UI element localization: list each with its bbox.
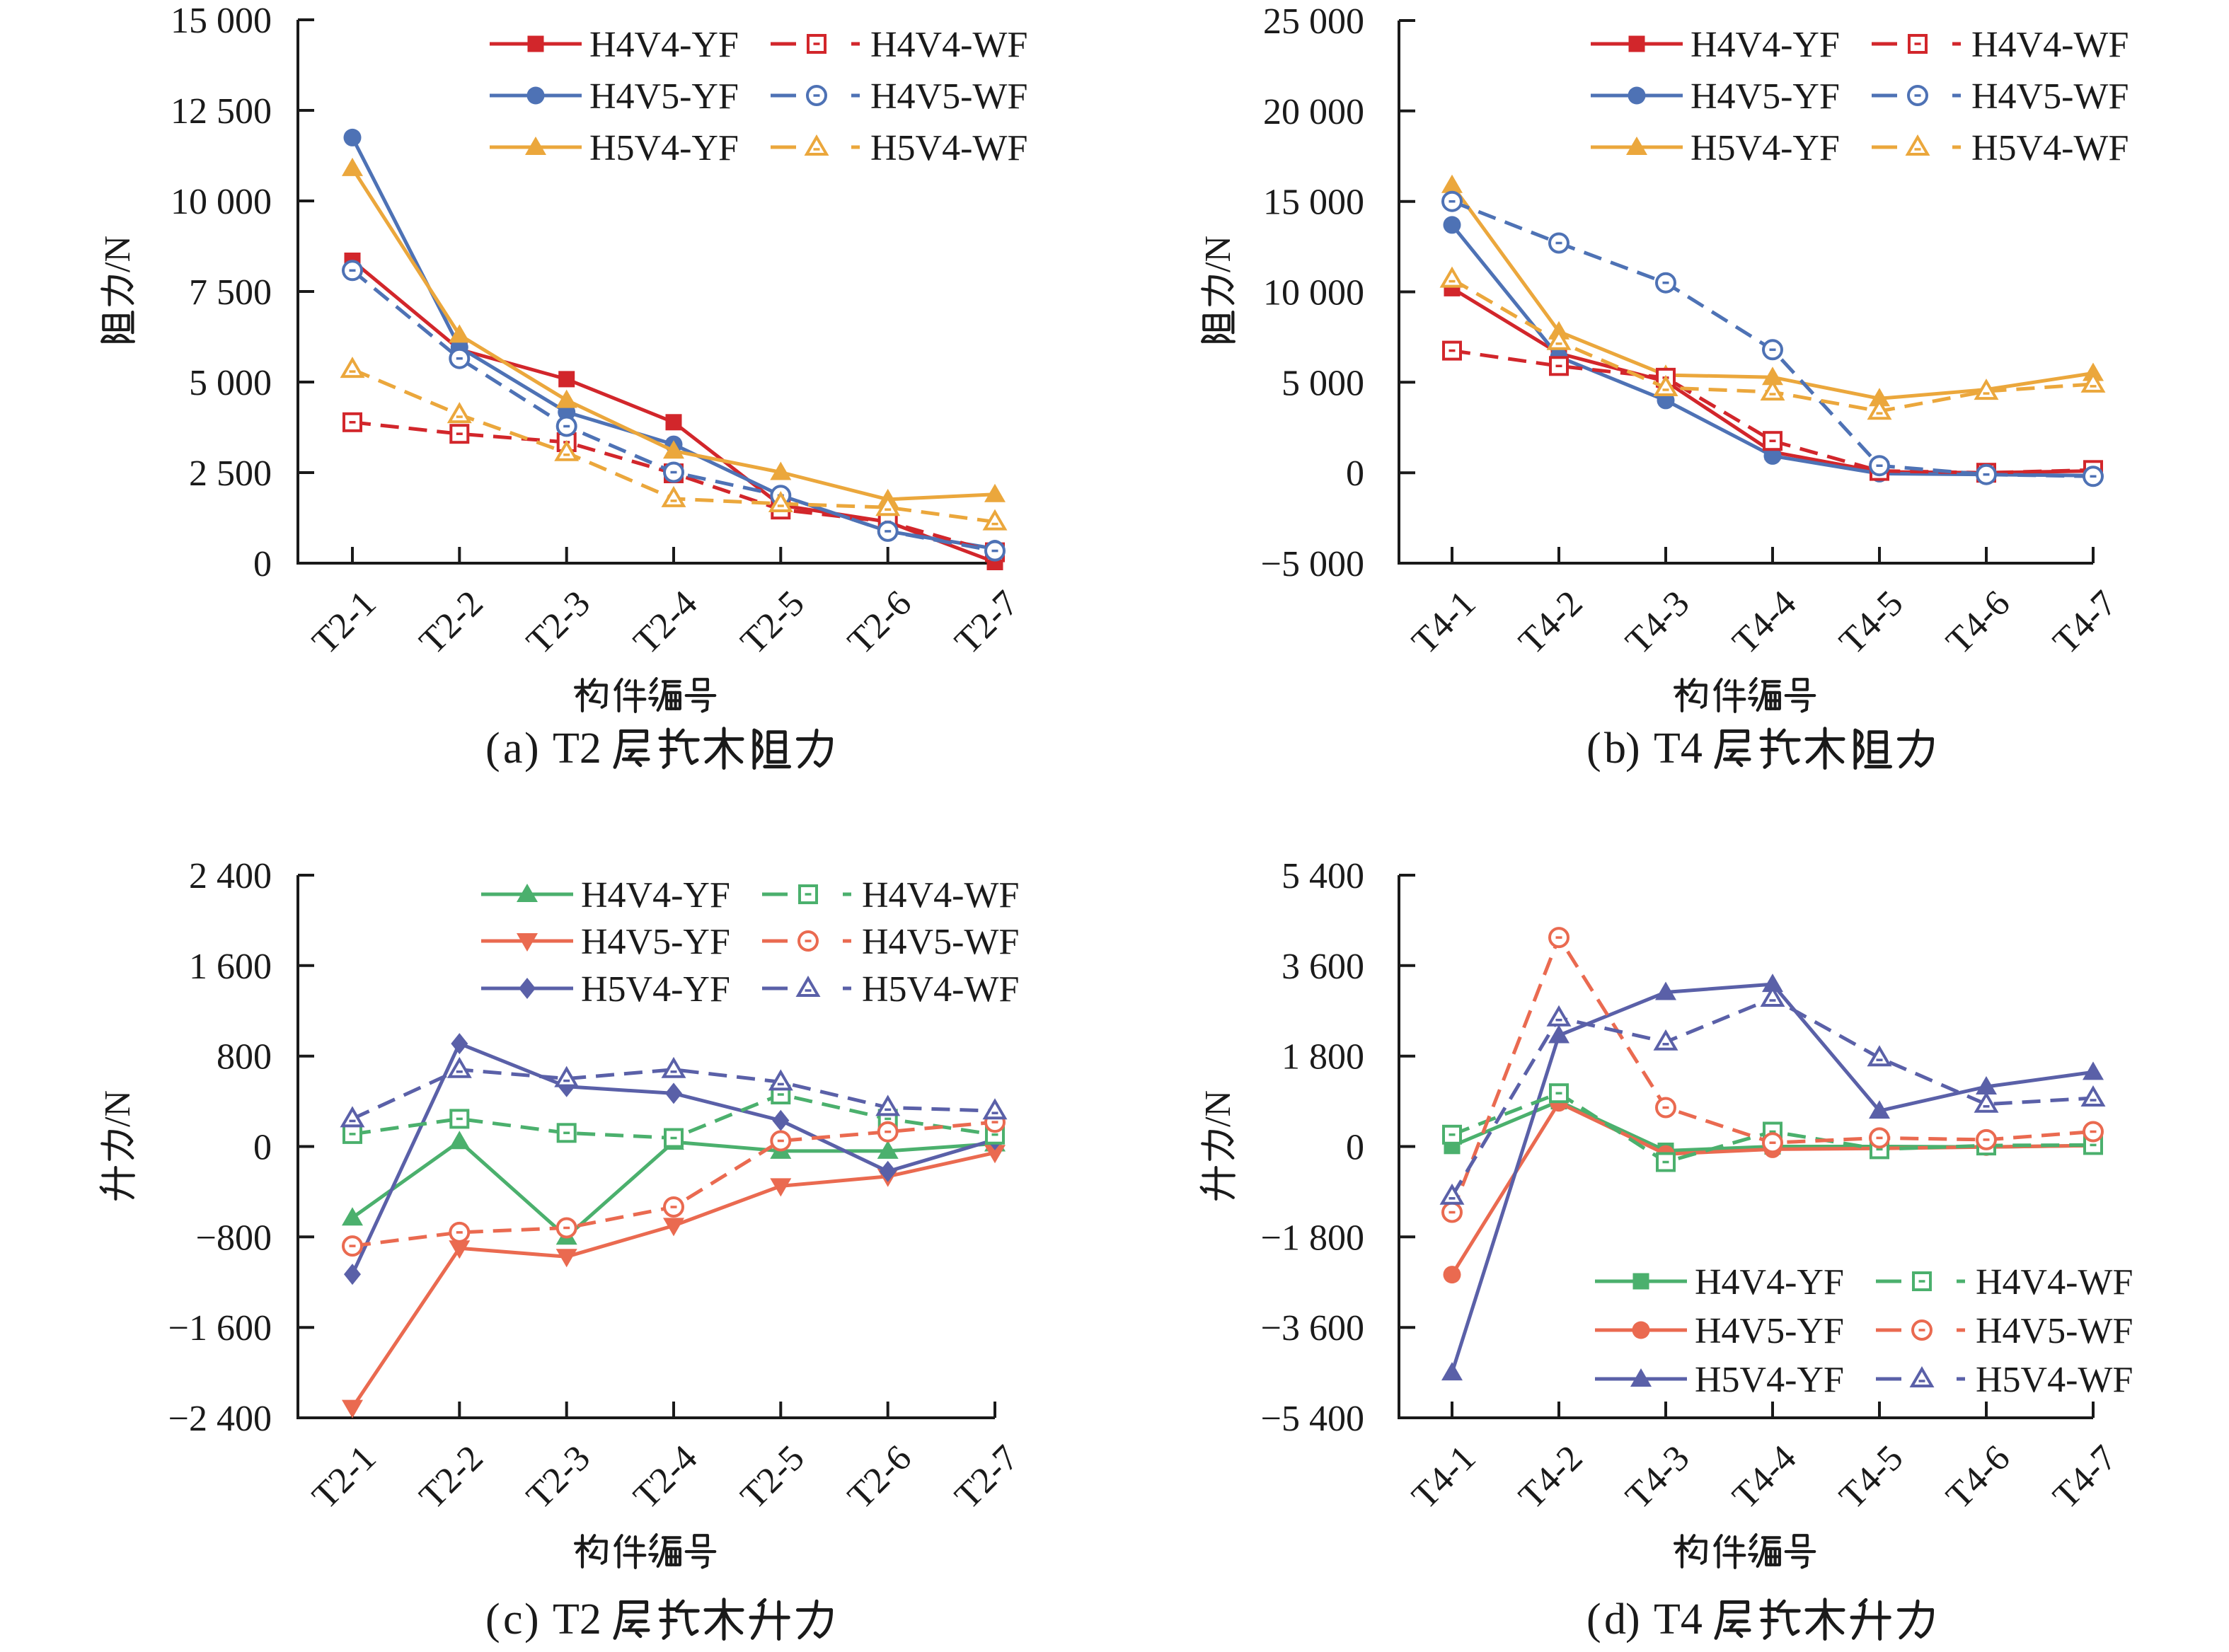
svg-text:−2 400: −2 400	[168, 1399, 272, 1439]
svg-text:T2: T2	[553, 1595, 601, 1644]
svg-text:12 500: 12 500	[171, 91, 272, 132]
svg-text:20 000: 20 000	[1263, 92, 1364, 132]
svg-text:H4V5-WF: H4V5-WF	[862, 922, 1019, 962]
svg-text:1 800: 1 800	[1281, 1037, 1364, 1078]
svg-text:T2: T2	[553, 724, 601, 773]
svg-text:5 000: 5 000	[1281, 363, 1364, 403]
svg-text:H5V4-YF: H5V4-YF	[589, 128, 739, 168]
svg-text:T4: T4	[1654, 724, 1703, 773]
svg-text:H4V4-YF: H4V4-YF	[589, 25, 739, 65]
svg-text:0: 0	[253, 544, 272, 584]
svg-text:H4V4-YF: H4V4-YF	[581, 875, 730, 915]
svg-text:−1 600: −1 600	[168, 1308, 272, 1348]
svg-text:10 000: 10 000	[171, 182, 272, 222]
svg-text:2 400: 2 400	[189, 856, 272, 896]
svg-text:H5V4-WF: H5V4-WF	[870, 128, 1027, 168]
svg-text:15 000: 15 000	[171, 1, 272, 41]
svg-text:1 600: 1 600	[189, 947, 272, 987]
svg-text:0: 0	[1346, 1128, 1364, 1168]
svg-text:): )	[1625, 1595, 1640, 1644]
svg-text:H5V4-YF: H5V4-YF	[1695, 1360, 1844, 1400]
svg-text:): )	[524, 1595, 539, 1644]
svg-text:H4V5-YF: H4V5-YF	[589, 76, 739, 117]
svg-text:/N: /N	[98, 1090, 138, 1127]
svg-text:3 600: 3 600	[1281, 947, 1364, 987]
svg-text:b: b	[1604, 724, 1626, 773]
svg-text:a: a	[503, 724, 523, 773]
svg-text:H4V4-YF: H4V4-YF	[1695, 1262, 1844, 1302]
svg-text:−800: −800	[196, 1218, 272, 1258]
svg-text:5 400: 5 400	[1281, 856, 1364, 896]
svg-text:−5 000: −5 000	[1261, 544, 1364, 584]
svg-text:H4V5-WF: H4V5-WF	[1976, 1311, 2133, 1351]
svg-text:T4: T4	[1654, 1595, 1703, 1644]
svg-text:H5V4-WF: H5V4-WF	[862, 969, 1019, 1010]
svg-text:H5V4-WF: H5V4-WF	[1971, 128, 2129, 168]
svg-text:0: 0	[1346, 454, 1364, 494]
svg-text:7 500: 7 500	[189, 272, 272, 313]
svg-text:H4V4-WF: H4V4-WF	[1971, 25, 2129, 65]
svg-text:H5V4-WF: H5V4-WF	[1976, 1360, 2133, 1400]
svg-text:2 500: 2 500	[189, 454, 272, 494]
svg-text:H4V5-WF: H4V5-WF	[870, 76, 1027, 117]
svg-text:−1 800: −1 800	[1261, 1218, 1364, 1258]
svg-text:c: c	[503, 1595, 523, 1644]
svg-text:H5V4-YF: H5V4-YF	[581, 969, 730, 1010]
svg-text:5 000: 5 000	[189, 363, 272, 403]
svg-text:15 000: 15 000	[1263, 183, 1364, 223]
svg-text:/N: /N	[1198, 236, 1238, 272]
svg-text:(: (	[485, 724, 500, 773]
svg-text:/N: /N	[1198, 1090, 1238, 1127]
svg-text:H4V4-WF: H4V4-WF	[862, 875, 1019, 915]
svg-text:/N: /N	[98, 236, 138, 272]
svg-text:H5V4-YF: H5V4-YF	[1691, 128, 1840, 168]
svg-text:(: (	[1586, 1595, 1601, 1644]
svg-text:): )	[1625, 724, 1640, 773]
svg-text:H4V4-WF: H4V4-WF	[870, 25, 1027, 65]
svg-text:d: d	[1604, 1595, 1626, 1644]
svg-text:0: 0	[253, 1128, 272, 1168]
svg-text:(: (	[1586, 724, 1601, 773]
svg-text:H4V4-WF: H4V4-WF	[1976, 1262, 2133, 1302]
svg-text:): )	[524, 724, 539, 773]
svg-text:H4V4-YF: H4V4-YF	[1691, 25, 1840, 65]
svg-text:(: (	[485, 1595, 500, 1644]
svg-text:H4V5-YF: H4V5-YF	[1695, 1311, 1844, 1351]
svg-text:−3 600: −3 600	[1261, 1308, 1364, 1348]
svg-text:25 000: 25 000	[1263, 1, 1364, 42]
svg-text:10 000: 10 000	[1263, 273, 1364, 313]
svg-text:H4V5-YF: H4V5-YF	[1691, 76, 1840, 117]
svg-text:H4V5-YF: H4V5-YF	[581, 922, 730, 962]
svg-text:800: 800	[217, 1037, 272, 1078]
svg-text:H4V5-WF: H4V5-WF	[1971, 76, 2129, 117]
svg-text:−5 400: −5 400	[1261, 1399, 1364, 1439]
